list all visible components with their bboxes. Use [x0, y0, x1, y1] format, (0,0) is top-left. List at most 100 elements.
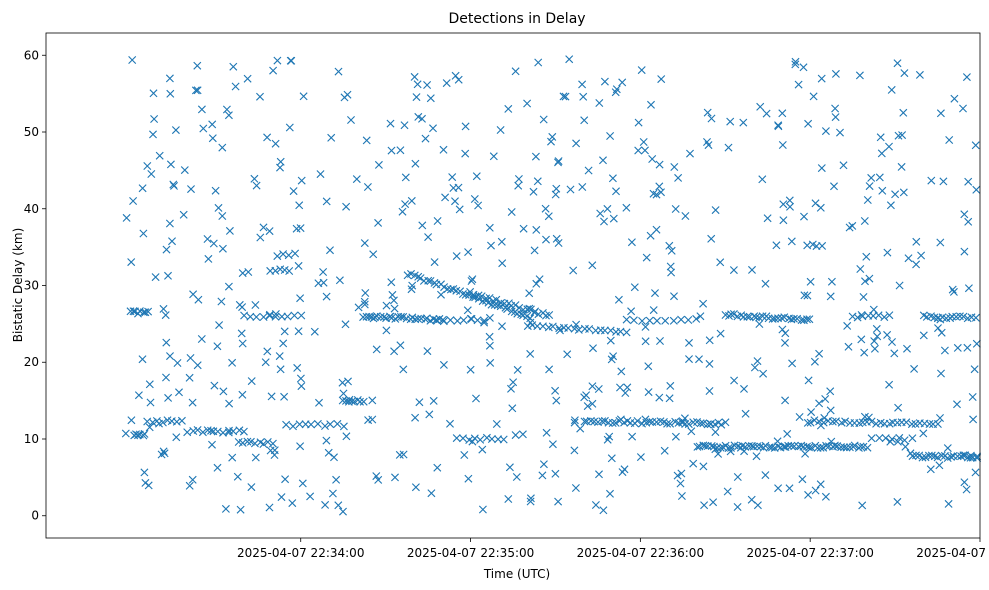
detection-point	[411, 159, 420, 168]
detection-point	[955, 312, 964, 321]
detection-point	[397, 312, 405, 321]
detection-point	[748, 265, 756, 274]
detection-point	[578, 80, 587, 89]
detection-point	[321, 500, 330, 509]
detection-point	[707, 114, 716, 123]
detection-point	[685, 338, 693, 347]
detection-point	[969, 415, 978, 424]
detection-point	[219, 387, 228, 396]
detection-point	[800, 212, 808, 221]
detection-point	[129, 307, 138, 316]
detection-point	[933, 420, 942, 428]
detection-point	[526, 494, 535, 503]
detection-point	[514, 181, 523, 190]
detection-point	[238, 390, 247, 399]
detection-point	[817, 74, 826, 83]
detection-point	[791, 60, 800, 69]
x-tick-label: 2025-04-07 22:35:00	[407, 546, 534, 560]
detection-point	[721, 418, 730, 427]
detection-point	[273, 252, 282, 261]
detection-point	[740, 447, 749, 456]
detection-point	[191, 86, 200, 95]
detection-point	[458, 290, 467, 298]
detection-point	[342, 202, 351, 211]
detection-point	[623, 383, 632, 392]
detection-point	[594, 385, 603, 393]
detection-point	[803, 418, 812, 427]
detection-point	[382, 301, 391, 310]
detection-point	[964, 177, 973, 186]
detection-point	[360, 297, 369, 306]
detection-point	[449, 184, 458, 192]
detection-point	[583, 402, 592, 411]
detection-point	[806, 418, 815, 427]
detection-point	[208, 440, 216, 449]
detection-point	[395, 450, 404, 459]
detection-point	[890, 349, 899, 358]
detection-point	[883, 248, 892, 257]
detection-point	[281, 475, 290, 484]
detection-point	[240, 311, 249, 320]
detection-point	[299, 92, 308, 101]
detection-point	[893, 437, 902, 446]
detection-point	[612, 187, 620, 196]
detection-point	[714, 449, 723, 458]
detection-point	[464, 248, 473, 257]
detection-point	[727, 443, 735, 452]
detection-point	[526, 349, 535, 358]
detection-point	[389, 296, 398, 305]
detection-point	[805, 315, 814, 324]
detection-point	[758, 175, 767, 184]
detection-point	[295, 201, 304, 210]
detection-point	[740, 384, 748, 393]
detection-point	[674, 418, 683, 427]
detection-point	[638, 317, 647, 325]
detection-point	[959, 104, 967, 113]
detection-point	[214, 203, 223, 212]
detection-point	[733, 473, 742, 481]
detection-point	[611, 418, 620, 427]
detection-point	[279, 339, 288, 348]
y-axis-title: Bistatic Delay (km)	[11, 228, 25, 343]
detection-point	[622, 315, 631, 324]
detection-point	[526, 497, 535, 506]
detection-point	[382, 326, 391, 335]
detection-point	[870, 337, 879, 346]
detection-point	[676, 479, 685, 488]
detection-point	[294, 261, 303, 270]
detection-point	[542, 311, 550, 320]
detection-point	[666, 262, 675, 271]
detection-point	[716, 258, 725, 267]
detection-point	[424, 233, 433, 242]
detection-point	[424, 276, 433, 285]
detection-point	[606, 489, 614, 498]
detection-point	[723, 487, 732, 496]
detection-point	[314, 279, 323, 288]
detection-point	[949, 287, 958, 296]
detection-point	[666, 419, 675, 428]
detection-point	[641, 322, 650, 331]
detection-point	[526, 314, 535, 323]
detection-point	[657, 188, 665, 197]
detection-point	[411, 483, 420, 492]
detection-point	[295, 420, 304, 429]
detection-point	[322, 436, 331, 445]
detection-point	[733, 503, 742, 511]
detection-point	[472, 394, 480, 403]
detection-point	[544, 212, 553, 221]
detection-point	[761, 279, 770, 288]
detection-point	[497, 298, 506, 307]
detection-point	[842, 443, 851, 452]
detection-point	[400, 121, 409, 130]
detection-point	[138, 184, 147, 193]
detection-point	[263, 347, 272, 356]
detection-point	[187, 185, 195, 194]
detection-point	[179, 210, 188, 219]
detection-point	[651, 289, 659, 298]
detection-point	[724, 143, 733, 152]
detection-point	[474, 201, 483, 210]
detection-point	[582, 391, 591, 400]
detection-point	[332, 475, 341, 484]
detection-point	[895, 281, 904, 290]
detection-point	[469, 293, 478, 302]
